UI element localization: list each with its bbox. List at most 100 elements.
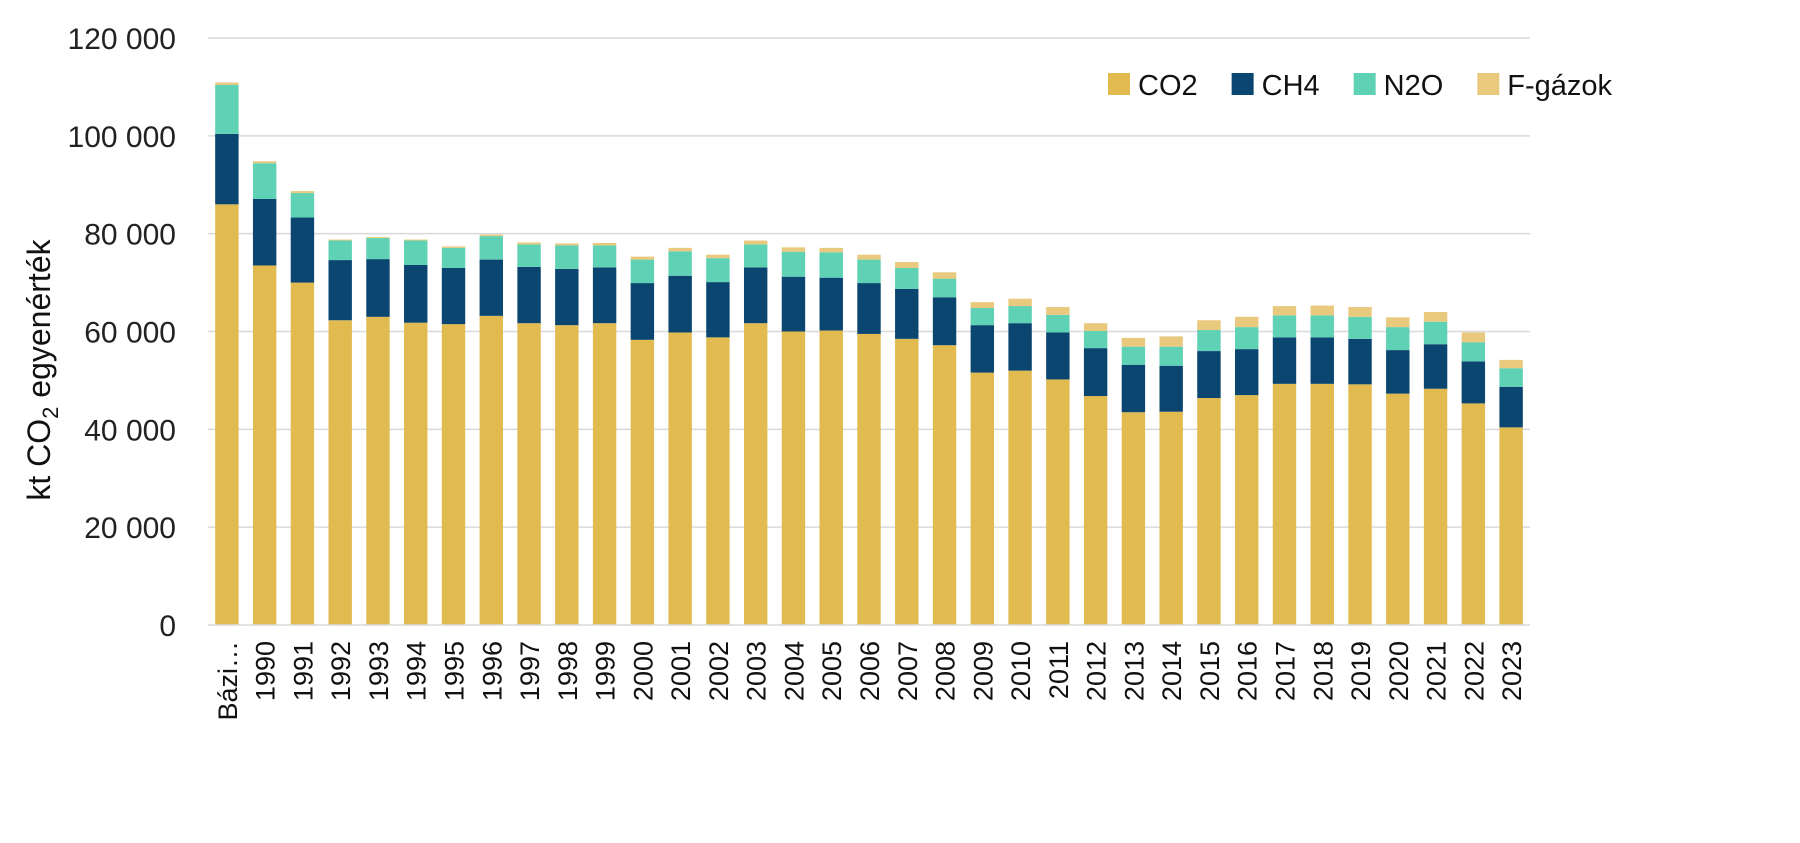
- bar-segment-f-g-zok: [1499, 359, 1523, 369]
- bar-segment-n2o: [479, 236, 503, 260]
- bar-segment-n2o: [1461, 342, 1486, 362]
- bar-segment-n2o: [1197, 330, 1221, 352]
- bar-segment-n2o: [857, 259, 881, 284]
- bar-segment-f-g-zok: [290, 191, 315, 194]
- bar-segment-co2: [404, 322, 428, 625]
- bar-segment-f-g-zok: [781, 247, 806, 252]
- bar-segment-n2o: [781, 251, 806, 277]
- bar-segment-co2: [895, 338, 919, 625]
- x-tick-label: 2012: [1082, 641, 1112, 701]
- bar-segment-f-g-zok: [592, 242, 617, 246]
- bar-segment-n2o: [1121, 346, 1146, 365]
- bar-segment-co2: [781, 331, 806, 625]
- bar-segment-f-g-zok: [215, 82, 239, 85]
- bar-segment-ch4: [1310, 337, 1334, 384]
- x-tick-label: 2021: [1422, 641, 1452, 701]
- bar-segment-n2o: [366, 238, 390, 260]
- bar-segment-f-g-zok: [1008, 298, 1032, 307]
- bar-segment-co2: [1499, 427, 1523, 625]
- x-tick-label: 2000: [628, 641, 658, 701]
- bar-segment-ch4: [1046, 332, 1070, 380]
- x-tick-label: 2007: [893, 641, 923, 701]
- x-tick-label: 1992: [326, 641, 356, 701]
- bar-segment-ch4: [1272, 337, 1297, 384]
- x-tick-label: 1995: [440, 641, 470, 701]
- x-tick-label: 2004: [779, 641, 809, 701]
- legend-swatch: [1231, 73, 1254, 95]
- bar-segment-ch4: [743, 267, 768, 324]
- bar-segment-co2: [1386, 393, 1410, 625]
- bar-segment-n2o: [290, 193, 315, 218]
- bar-segment-n2o: [819, 252, 843, 278]
- bar-segment-ch4: [819, 277, 843, 331]
- x-tick-label: 2018: [1308, 641, 1338, 701]
- bar-segment-ch4: [1008, 323, 1032, 371]
- y-axis-label: kt CO2 egyenérték: [21, 238, 63, 500]
- legend-item: N2O: [1353, 70, 1443, 102]
- y-tick-label: 20 000: [84, 512, 176, 545]
- bar-segment-co2: [1235, 395, 1259, 625]
- legend-swatch: [1477, 73, 1500, 95]
- bar-segment-co2: [555, 325, 579, 625]
- bar-segment-f-g-zok: [857, 254, 881, 260]
- legend-label: CO2: [1138, 70, 1198, 102]
- legend-item: CO2: [1108, 70, 1198, 102]
- bar-segment-ch4: [1461, 361, 1486, 404]
- bar-segment-ch4: [366, 259, 390, 317]
- bar-segment-ch4: [781, 276, 806, 332]
- bar-segment-co2: [441, 324, 466, 625]
- bar-segment-ch4: [441, 267, 466, 325]
- bar-segment-f-g-zok: [970, 302, 995, 309]
- y-tick-label: 80 000: [84, 219, 176, 252]
- x-tick-label: 2002: [704, 641, 734, 701]
- bar-segment-co2: [328, 320, 352, 625]
- bar-segment-f-g-zok: [252, 161, 277, 164]
- bar-segment-f-g-zok: [630, 256, 655, 260]
- bar-segment-f-g-zok: [668, 247, 692, 252]
- bar-segment-co2: [1461, 403, 1486, 625]
- bar-segment-ch4: [630, 283, 655, 340]
- bar-segment-f-g-zok: [1083, 323, 1108, 332]
- bar-segment-co2: [743, 323, 768, 625]
- bar-segment-ch4: [517, 266, 541, 324]
- bar-segment-f-g-zok: [1121, 337, 1146, 347]
- x-tick-label: 2017: [1270, 641, 1300, 701]
- bar-segment-co2: [1121, 412, 1146, 625]
- bar-segment-n2o: [1386, 327, 1410, 351]
- bar-segment-co2: [290, 282, 315, 625]
- bar-segment-n2o: [1272, 315, 1297, 338]
- x-tick-label: 1993: [364, 641, 394, 701]
- bar-segment-ch4: [1386, 350, 1410, 394]
- bar-segment-n2o: [517, 244, 541, 267]
- x-tick-label: 2013: [1119, 641, 1149, 701]
- bar-segment-co2: [1272, 383, 1297, 625]
- x-tick-label: 1996: [477, 641, 507, 701]
- bar-segment-co2: [1423, 388, 1448, 625]
- bar-segment-co2: [1083, 396, 1108, 625]
- y-tick-label: 40 000: [84, 414, 176, 447]
- bar-segment-ch4: [1499, 386, 1523, 428]
- x-tick-label: 2006: [855, 641, 885, 701]
- x-tick-label: 2003: [742, 641, 772, 701]
- bar-segment-co2: [366, 316, 390, 625]
- bar-segment-f-g-zok: [895, 262, 919, 268]
- bar-segment-ch4: [1423, 344, 1448, 389]
- bar-segment-f-g-zok: [1348, 307, 1372, 317]
- bar-segment-n2o: [668, 251, 692, 276]
- bar-segment-f-g-zok: [1272, 306, 1297, 316]
- bar-segment-f-g-zok: [555, 243, 579, 246]
- bar-segment-f-g-zok: [1310, 305, 1334, 316]
- bar-segment-f-g-zok: [517, 242, 541, 245]
- bar-segment-f-g-zok: [441, 246, 466, 248]
- bar-segment-ch4: [970, 325, 995, 373]
- bar-segment-n2o: [1423, 321, 1448, 345]
- bar-segment-co2: [706, 337, 730, 625]
- bar-segment-ch4: [1348, 338, 1372, 385]
- bar-segment-f-g-zok: [932, 272, 957, 279]
- bars: [215, 82, 1523, 626]
- bar-segment-n2o: [1235, 327, 1259, 350]
- bar-segment-ch4: [215, 133, 239, 205]
- bar-segment-co2: [1310, 383, 1334, 625]
- bar-segment-ch4: [668, 275, 692, 333]
